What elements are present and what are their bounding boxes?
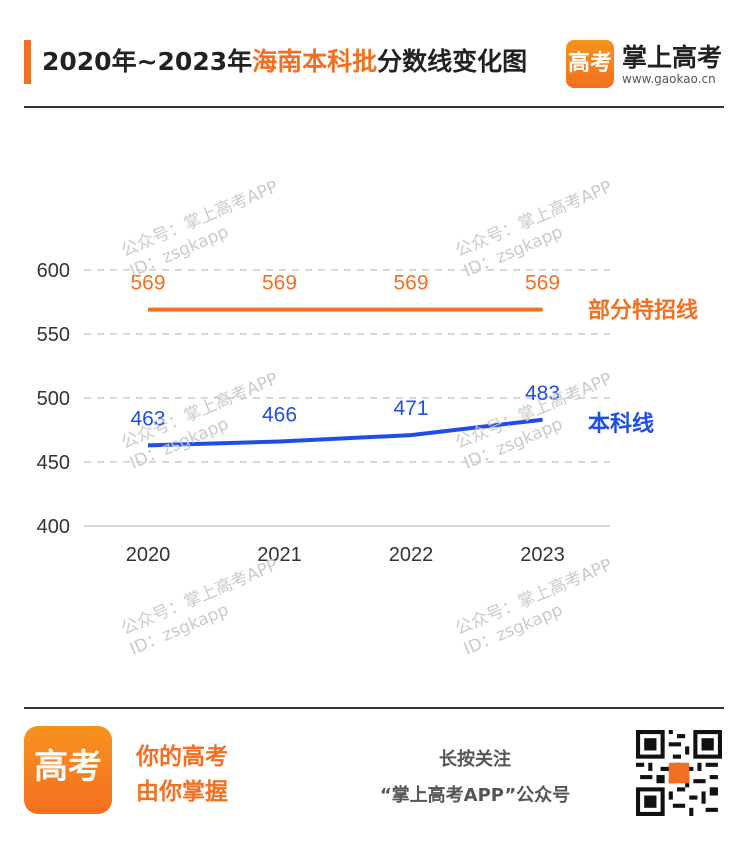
header-divider [24,106,724,108]
follow-line-2: “掌上高考APP”公众号 [379,785,571,806]
y-tick-label: 550 [37,324,70,346]
data-label: 471 [393,397,428,420]
title-prefix: 2020年~2023年 [42,47,253,76]
title-accent: 海南本科批 [252,47,378,76]
chart-title: 2020年~2023年海南本科批分数线变化图 [42,42,527,78]
follow-text: 长按关注 “掌上高考APP”公众号 [340,742,610,814]
x-tick-label: 2020 [126,544,171,566]
data-label: 569 [525,272,560,295]
footer-logo-icon: 高考 [24,726,112,814]
y-tick-label: 400 [37,516,70,538]
x-tick-label: 2021 [257,544,302,566]
title-accent-bar [24,40,31,84]
data-label: 569 [262,272,297,295]
slogan-line-2: 由你掌握 [136,779,228,805]
follow-line-1: 长按关注 [439,749,511,770]
brand-logo-icon: 高考 [566,40,614,88]
brand-name: 掌上高考 [622,43,723,72]
series-line [147,417,543,448]
data-label: 483 [525,382,560,405]
line-chart: 400 450 500 550 600 2020 2021 2022 2023 569 569 569… [37,260,698,566]
data-label: 463 [130,407,165,430]
x-tick-label: 2023 [520,544,565,566]
x-tick-label: 2022 [389,544,434,566]
data-label: 466 [262,404,297,427]
legend-label: 本科线 [588,411,654,437]
title-suffix: 分数线变化图 [377,47,528,76]
header: 2020年~2023年海南本科批分数线变化图 高考 掌上高考 www.gaoka… [0,0,750,108]
y-tick-label: 450 [37,452,70,474]
data-label: 569 [130,272,165,295]
legend-label: 部分特招线 [588,298,698,324]
data-label: 569 [393,272,428,295]
footer-divider [24,707,724,709]
y-tick-label: 600 [37,260,70,282]
qr-code-icon[interactable] [636,730,722,816]
slogan-line-1: 你的高考 [136,744,228,770]
slogan: 你的高考 由你掌握 [136,740,228,810]
brand-url: www.gaokao.cn [622,72,716,86]
y-tick-label: 500 [37,388,70,410]
